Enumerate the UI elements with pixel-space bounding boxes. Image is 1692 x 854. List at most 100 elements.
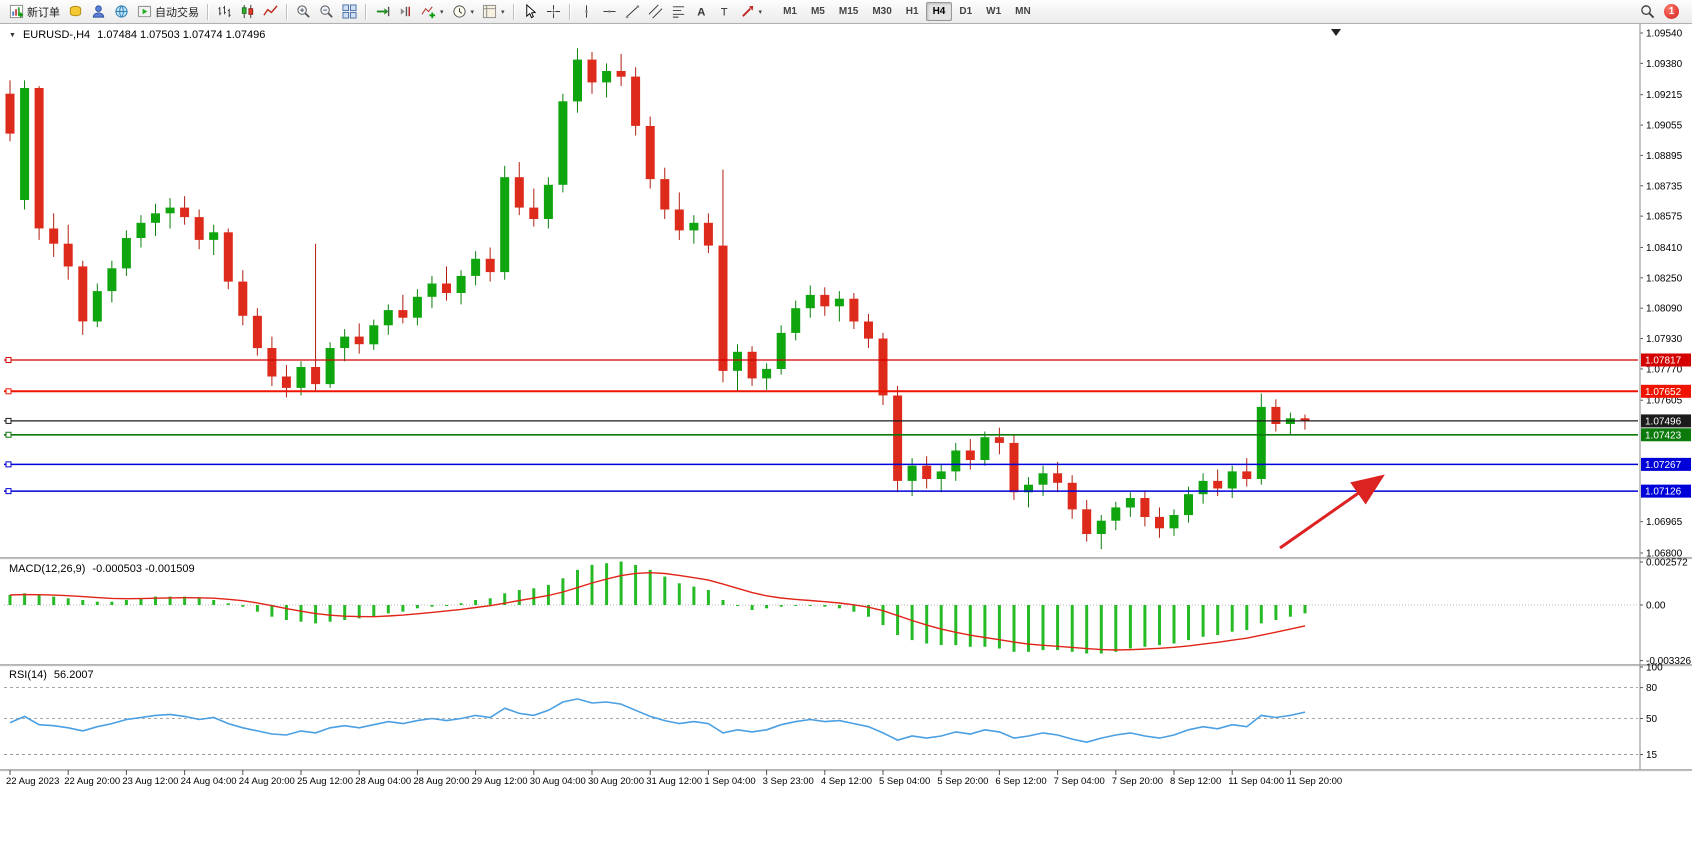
candle-body (20, 88, 30, 200)
navigator-button[interactable] (87, 1, 110, 23)
zoom-out-button[interactable] (315, 1, 338, 23)
tf-button-h4[interactable]: H4 (925, 2, 953, 21)
macd-bar (1245, 605, 1249, 631)
channel-icon (648, 4, 662, 19)
tf-button-w1[interactable]: W1 (986, 6, 1002, 17)
macd-bar (997, 605, 1001, 649)
candle-body (907, 465, 917, 481)
chart-shift-marker[interactable] (1331, 29, 1341, 36)
price-chart[interactable]: 1.09540 1.09380 1.09215 1.09055 1.08895 1.087… (0, 24, 1692, 854)
time-axis-label: 24 Aug 20:00 (239, 776, 295, 787)
macd-bar (197, 598, 201, 605)
macd-bar (1085, 605, 1089, 654)
candle-body (252, 315, 262, 349)
candle-body (616, 71, 626, 77)
candle-body (922, 465, 932, 479)
macd-bar (1012, 605, 1016, 652)
candle-body (1009, 442, 1019, 493)
market-watch-icon (69, 5, 82, 17)
fibonacci-tool-button[interactable] (667, 1, 690, 23)
rsi-panel: 100 80 50 15 (4, 663, 1663, 761)
time-axis-label: 5 Sep 20:00 (937, 776, 988, 787)
toolbar: 新订单 自动交易 ▾ ▾ (0, 0, 1692, 24)
candlestick-chart-button[interactable] (236, 1, 259, 23)
autotrading-button[interactable]: 自动交易 (133, 1, 203, 23)
templates-button[interactable]: ▾ (478, 1, 509, 23)
price-axis-label: 1.09540 (1646, 29, 1683, 40)
channel-tool-button[interactable] (644, 1, 667, 23)
macd-bar (1187, 605, 1190, 641)
candle-body (762, 368, 772, 379)
price-axis-label: 1.07605 (1646, 396, 1683, 407)
macd-bar (968, 605, 972, 647)
text-tool-button[interactable]: A (690, 1, 713, 23)
new-order-button[interactable]: 新订单 (5, 1, 64, 23)
chart-dropdown-icon[interactable]: ▼ (9, 31, 16, 39)
cursor-tool-button[interactable] (519, 1, 542, 23)
macd-bar (284, 605, 288, 620)
candle-body (849, 298, 859, 322)
candle-body (587, 59, 597, 83)
tf-button-m30[interactable]: M30 (872, 6, 892, 17)
search-icon[interactable] (1640, 4, 1655, 19)
tf-button-m1[interactable]: M1 (783, 6, 797, 17)
tf-button-m15[interactable]: M15 (838, 6, 859, 17)
periods-button[interactable]: ▾ (448, 1, 479, 23)
toolbar-separator (207, 3, 209, 20)
tf-button-m5[interactable]: M5 (810, 6, 825, 17)
macd-bar (401, 605, 405, 612)
chart-shift-button[interactable] (394, 1, 417, 23)
candle-body (514, 177, 524, 208)
trend-arrow-annotation[interactable] (1279, 474, 1385, 550)
candle-body (820, 294, 830, 307)
candle-body (1053, 473, 1063, 483)
macd-bar (66, 598, 70, 605)
macd-bar (445, 605, 448, 606)
rsi-line (9, 698, 1306, 744)
candle-body (151, 213, 160, 223)
macd-bar (750, 605, 754, 610)
trendline-tool-button[interactable] (621, 1, 644, 23)
notification-badge[interactable]: 1 (1664, 4, 1679, 19)
tf-button-h1[interactable]: H1 (905, 6, 919, 17)
svg-text:A: A (697, 7, 705, 19)
macd-bar (226, 603, 230, 605)
macd-bar (415, 605, 419, 609)
indicators-button[interactable]: ▾ (417, 1, 448, 23)
macd-bar (517, 590, 521, 605)
objects-layer[interactable] (4, 356, 1638, 495)
toolbar-separator (286, 3, 288, 20)
macd-bar (343, 605, 347, 620)
candle-body (1111, 507, 1121, 521)
candle-body (78, 266, 88, 322)
price-axis-label: 1.06800 (1646, 548, 1683, 559)
macd-bar (852, 605, 856, 612)
candle-body (1038, 473, 1048, 485)
zoom-in-button[interactable] (292, 1, 315, 23)
candle-body (1198, 480, 1208, 495)
macd-bar (474, 600, 478, 605)
tf-button-d1[interactable]: D1 (959, 6, 973, 17)
bar-chart-button[interactable] (213, 1, 236, 23)
price-axis-label: 1.06965 (1646, 517, 1683, 528)
candle-body (1300, 418, 1310, 421)
line-handle (5, 417, 12, 424)
candle-body (645, 126, 655, 180)
svg-text:T: T (720, 7, 727, 19)
candle-body (34, 88, 44, 229)
time-axis-label: 28 Aug 20:00 (413, 776, 469, 787)
vertical-line-tool-button[interactable] (575, 1, 598, 23)
tile-windows-button[interactable] (338, 1, 361, 23)
price-axis-label: 1.08090 (1646, 304, 1683, 315)
macd-bar (241, 605, 245, 607)
label-tool-button[interactable]: T (713, 1, 736, 23)
tile-windows-icon (342, 4, 357, 19)
horizontal-line-tool-button[interactable] (598, 1, 621, 23)
market-watch-button[interactable] (64, 1, 87, 23)
crosshair-tool-button[interactable] (542, 1, 565, 23)
line-chart-button[interactable] (259, 1, 282, 23)
tf-button-mn[interactable]: MN (1015, 6, 1031, 17)
terminal-button[interactable] (110, 1, 133, 23)
arrows-tool-button[interactable]: ▾ (736, 1, 767, 23)
auto-scroll-button[interactable] (371, 1, 394, 23)
